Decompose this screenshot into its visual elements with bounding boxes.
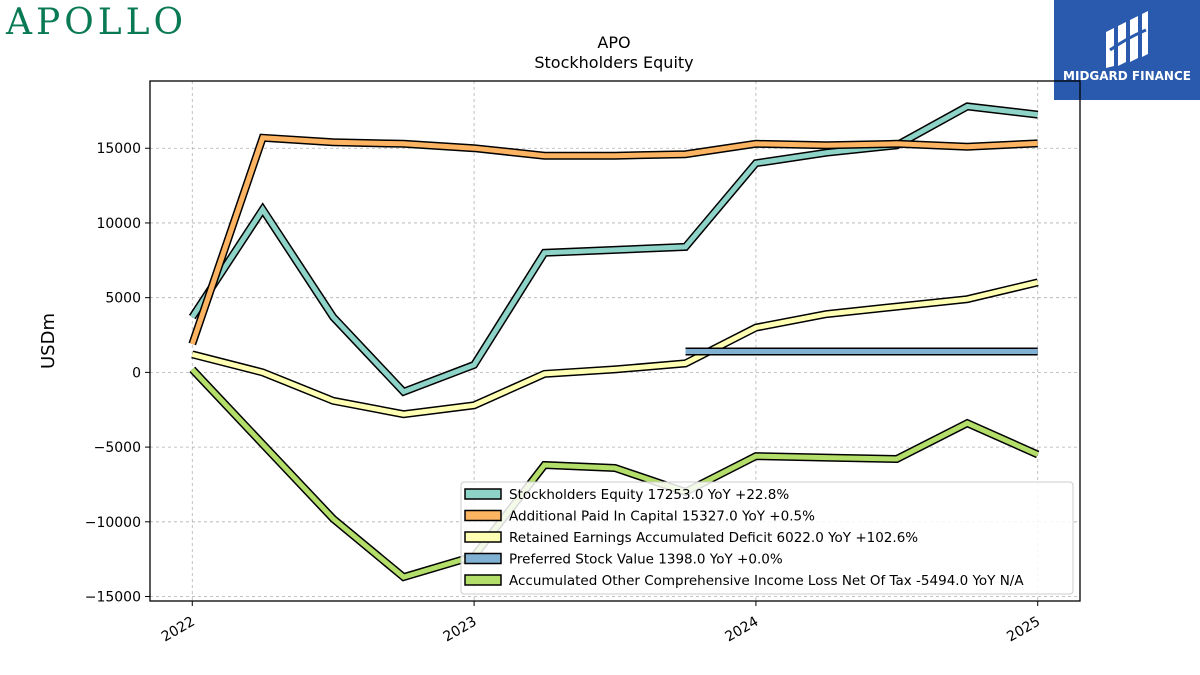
- x-tick-label: 2025: [1004, 614, 1043, 646]
- y-axis-label: USDm: [38, 313, 59, 369]
- legend-swatch: [464, 509, 502, 522]
- legend-entry: Retained Earnings Accumulated Deficit 60…: [509, 530, 918, 546]
- series-line-outline: [188, 133, 1038, 346]
- midgard-logo-text: MIDGARD FINANCE: [1063, 69, 1191, 83]
- x-tick-label: 2024: [722, 614, 761, 646]
- y-tick-label: −10000: [85, 515, 141, 531]
- series-line: [189, 135, 1038, 345]
- series-line: [191, 279, 1039, 417]
- legend: Stockholders Equity 17253.0 YoY +22.8% Ad…: [460, 481, 1074, 595]
- y-tick-label: 15000: [96, 141, 141, 157]
- y-tick-label: −15000: [85, 590, 141, 606]
- series-line: [190, 367, 1039, 580]
- series-accumulated-other-comprehensive-income-loss-net-of-tax: [189, 366, 1040, 582]
- x-tick-label: 2023: [441, 614, 480, 646]
- plot-area-frame: [149, 80, 1081, 602]
- legend-swatch: [464, 552, 502, 565]
- y-tick-label: 0: [132, 365, 141, 381]
- chart-subtitle: Stockholders Equity: [534, 53, 693, 72]
- legend-frame: [460, 481, 1074, 595]
- midgard-finance-logo: MIDGARD FINANCE: [1054, 0, 1200, 100]
- legend-swatch: [464, 531, 502, 543]
- legend-swatch: [464, 488, 502, 500]
- series-retained-earnings-accumulated-deficit: [191, 278, 1039, 419]
- legend-entry: Accumulated Other Comprehensive Income L…: [509, 573, 1024, 589]
- midgard-logo-icon: [1106, 11, 1148, 68]
- legend-entry: Stockholders Equity 17253.0 YoY +22.8%: [509, 487, 789, 503]
- y-tick-label: −5000: [94, 440, 141, 456]
- legend-swatch: [464, 574, 502, 586]
- series-additional-paid-in-capital: [188, 133, 1038, 346]
- chart-title: APO: [597, 33, 630, 52]
- y-tick-label: 5000: [105, 291, 141, 307]
- legend-entry: Additional Paid In Capital 15327.0 YoY +…: [509, 509, 815, 525]
- y-tick-label: 10000: [96, 216, 141, 232]
- x-tick-label: 2022: [159, 614, 198, 646]
- legend-entry: Preferred Stock Value 1398.0 YoY +0.0%: [509, 552, 783, 568]
- apollo-logo: APOLLO: [6, 2, 188, 43]
